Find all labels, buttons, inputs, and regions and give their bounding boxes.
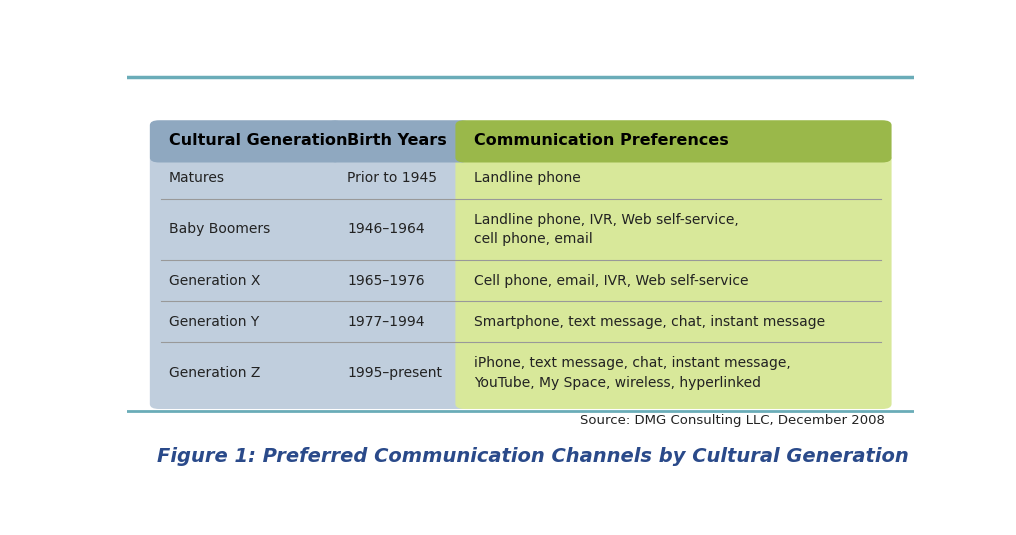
- Text: 1965–1976: 1965–1976: [347, 274, 425, 288]
- Text: Communication Preferences: Communication Preferences: [474, 133, 729, 148]
- FancyBboxPatch shape: [149, 120, 342, 163]
- Text: Landline phone: Landline phone: [474, 171, 581, 185]
- Text: Generation X: Generation X: [169, 274, 260, 288]
- Text: Cultural Generation: Cultural Generation: [169, 133, 347, 148]
- Text: Prior to 1945: Prior to 1945: [347, 171, 437, 185]
- Text: Cell phone, email, IVR, Web self-service: Cell phone, email, IVR, Web self-service: [474, 274, 749, 288]
- FancyBboxPatch shape: [455, 120, 892, 163]
- Text: Source: DMG Consulting LLC, December 2008: Source: DMG Consulting LLC, December 200…: [579, 414, 885, 427]
- Text: 1946–1964: 1946–1964: [347, 223, 425, 236]
- Text: 1977–1994: 1977–1994: [347, 315, 425, 329]
- Text: Baby Boomers: Baby Boomers: [169, 223, 270, 236]
- Text: 1995–present: 1995–present: [347, 366, 442, 380]
- Text: iPhone, text message, chat, instant message,
YouTube, My Space, wireless, hyperl: iPhone, text message, chat, instant mess…: [474, 356, 791, 390]
- FancyBboxPatch shape: [149, 154, 342, 409]
- FancyBboxPatch shape: [455, 154, 892, 409]
- Text: Generation Y: Generation Y: [169, 315, 259, 329]
- FancyBboxPatch shape: [328, 154, 469, 409]
- Text: Landline phone, IVR, Web self-service,
cell phone, email: Landline phone, IVR, Web self-service, c…: [474, 213, 739, 246]
- Text: Generation Z: Generation Z: [169, 366, 260, 380]
- Text: Smartphone, text message, chat, instant message: Smartphone, text message, chat, instant …: [474, 315, 825, 329]
- Text: Birth Years: Birth Years: [347, 133, 447, 148]
- FancyBboxPatch shape: [328, 120, 469, 163]
- Text: Figure 1: Preferred Communication Channels by Cultural Generation: Figure 1: Preferred Communication Channe…: [156, 447, 908, 466]
- Text: Matures: Matures: [169, 171, 225, 185]
